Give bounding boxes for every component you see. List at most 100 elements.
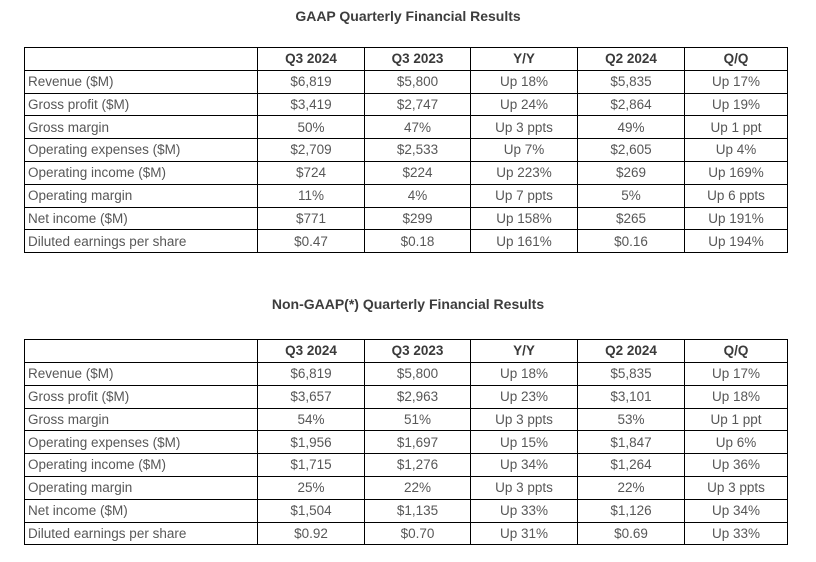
cell: $1,504 (257, 498, 365, 523)
cell: Up 1 ppt (684, 407, 788, 432)
cell: $2,963 (364, 384, 471, 409)
cell: 51% (364, 407, 471, 432)
cell: Up 36% (684, 453, 788, 477)
cell: $269 (577, 160, 685, 185)
column-header: Q3 2024 (257, 47, 365, 71)
table-row: Revenue ($M) $6,819 $5,800 Up 18% $5,835 Up 1… (24, 69, 788, 94)
cell: $1,276 (364, 453, 471, 477)
cell: $2,747 (364, 92, 471, 117)
row-label: Operating margin (24, 475, 258, 500)
cell: Up 158% (470, 206, 578, 231)
cell: 47% (364, 115, 471, 140)
cell: $5,835 (577, 69, 685, 94)
row-label: Diluted earnings per share (24, 229, 258, 254)
row-label: Revenue ($M) (24, 69, 258, 94)
table-row: Net income ($M) $1,504 $1,135 Up 33% $1,126 U… (24, 498, 788, 523)
cell: Up 17% (684, 69, 788, 94)
cell: Up 24% (470, 92, 578, 117)
cell: Up 3 ppts (470, 115, 578, 140)
cell: Up 33% (684, 521, 788, 546)
column-header: Q3 2024 (257, 339, 365, 363)
cell: $3,419 (257, 92, 365, 117)
cell: $1,847 (577, 430, 685, 455)
cell: $1,697 (364, 430, 471, 455)
cell: 4% (364, 183, 471, 208)
cell: Up 15% (470, 430, 578, 455)
column-header: Q2 2024 (577, 47, 685, 71)
table-row: Diluted earnings per share $0.47 $0.18 Up 1… (24, 229, 788, 254)
row-label: Gross profit ($M) (24, 92, 258, 117)
cell: Up 161% (470, 229, 578, 254)
gaap-table-title: GAAP Quarterly Financial Results (295, 8, 521, 24)
header-row: Q3 2024 Q3 2023 Y/Y Q2 2024 Q/Q (24, 339, 788, 363)
cell: Up 1 ppt (684, 115, 788, 140)
table-row: Gross margin 50% 47% Up 3 ppts 49% Up 1 ppt (24, 115, 788, 140)
table-row: Operating expenses ($M) $1,956 $1,697 Up 15… (24, 430, 788, 455)
cell: $3,657 (257, 384, 365, 409)
cell: Up 191% (684, 206, 788, 231)
cell: Up 34% (684, 498, 788, 523)
cell: Up 34% (470, 453, 578, 477)
cell: Up 169% (684, 160, 788, 185)
non-gaap-results-table: Q3 2024 Q3 2023 Y/Y Q2 2024 Q/Q Revenue ($M)… (24, 339, 788, 546)
table-row: Operating margin 25% 22% Up 3 ppts 22% Up 3 p… (24, 475, 788, 500)
cell: $1,956 (257, 430, 365, 455)
cell: $1,264 (577, 453, 685, 477)
cell: Up 6 ppts (684, 183, 788, 208)
row-label: Operating income ($M) (24, 160, 258, 185)
cell: 54% (257, 407, 365, 432)
column-header-blank (24, 339, 258, 363)
cell: $1,135 (364, 498, 471, 523)
cell: Up 223% (470, 160, 578, 185)
table-row: Diluted earnings per share $0.92 $0.70 Up 3… (24, 521, 788, 546)
table-row: Operating expenses ($M) $2,709 $2,533 Up 7%… (24, 138, 788, 162)
cell: $265 (577, 206, 685, 231)
cell: Up 31% (470, 521, 578, 546)
cell: $2,709 (257, 138, 365, 162)
cell: $0.69 (577, 521, 685, 546)
cell: $1,126 (577, 498, 685, 523)
cell: Up 33% (470, 498, 578, 523)
row-label: Diluted earnings per share (24, 521, 258, 546)
cell: Up 3 ppts (684, 475, 788, 500)
row-label: Gross margin (24, 115, 258, 140)
table-row: Operating income ($M) $1,715 $1,276 Up 34% $… (24, 453, 788, 477)
cell: Up 3 ppts (470, 407, 578, 432)
row-label: Operating expenses ($M) (24, 138, 258, 162)
cell: Up 7 ppts (470, 183, 578, 208)
table-row: Revenue ($M) $6,819 $5,800 Up 18% $5,835 Up 1… (24, 361, 788, 386)
header-row: Q3 2024 Q3 2023 Y/Y Q2 2024 Q/Q (24, 47, 788, 71)
column-header: Q3 2023 (364, 47, 471, 71)
cell: Up 19% (684, 92, 788, 117)
cell: 49% (577, 115, 685, 140)
row-label: Operating income ($M) (24, 453, 258, 477)
cell: 53% (577, 407, 685, 432)
row-label: Operating expenses ($M) (24, 430, 258, 455)
column-header: Q/Q (684, 47, 788, 71)
row-label: Revenue ($M) (24, 361, 258, 386)
row-label: Gross margin (24, 407, 258, 432)
cell: Up 18% (470, 69, 578, 94)
non-gaap-table-title: Non-GAAP(*) Quarterly Financial Results (271, 296, 545, 313)
column-header-blank (24, 47, 258, 71)
cell: $224 (364, 160, 471, 185)
cell: $771 (257, 206, 365, 231)
cell: 22% (577, 475, 685, 500)
cell: Up 7% (470, 138, 578, 162)
table-row: Gross margin 54% 51% Up 3 ppts 53% Up 1 ppt (24, 407, 788, 432)
cell: Up 17% (684, 361, 788, 386)
row-label: Operating margin (24, 183, 258, 208)
cell: 25% (257, 475, 365, 500)
cell: Up 18% (470, 361, 578, 386)
cell: Up 23% (470, 384, 578, 409)
column-header: Y/Y (470, 47, 578, 71)
cell: $0.18 (364, 229, 471, 254)
cell: $299 (364, 206, 471, 231)
row-label: Net income ($M) (24, 498, 258, 523)
cell: $5,800 (364, 69, 471, 94)
cell: $2,864 (577, 92, 685, 117)
cell: $6,819 (257, 69, 365, 94)
cell: Up 6% (684, 430, 788, 455)
cell: $1,715 (257, 453, 365, 477)
